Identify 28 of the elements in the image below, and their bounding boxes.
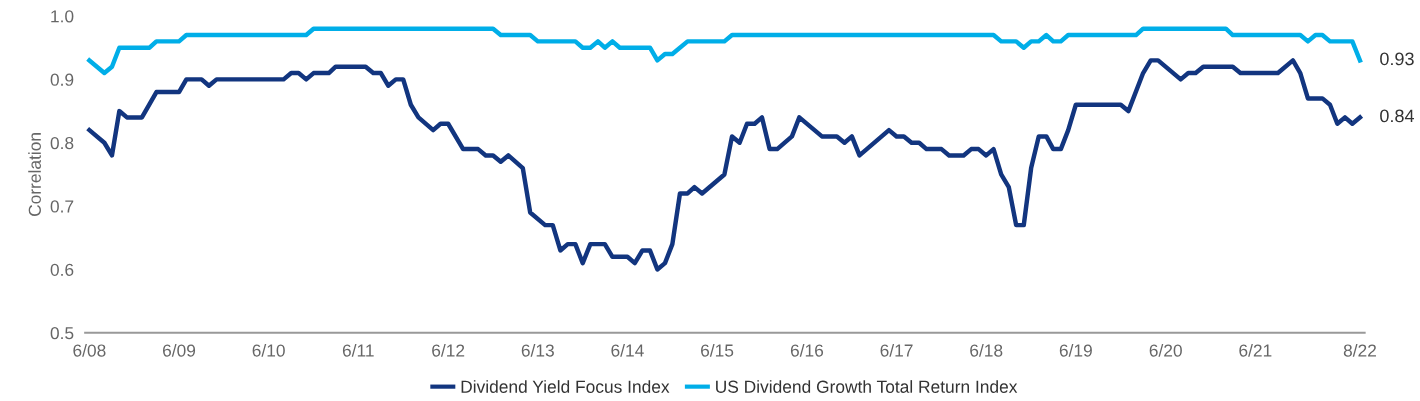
x-tick-label: 6/13 bbox=[521, 343, 554, 357]
x-tick-label: 6/11 bbox=[342, 343, 374, 357]
x-tick-label: 6/09 bbox=[163, 343, 196, 357]
y-tick-label: 0.8 bbox=[50, 136, 74, 150]
legend-label: US Dividend Growth Total Return Index bbox=[716, 380, 1018, 393]
x-tick-label: 6/15 bbox=[701, 343, 734, 357]
x-tick-label: 6/14 bbox=[611, 343, 644, 357]
x-tick-label: 6/12 bbox=[432, 343, 465, 357]
x-tick-label: 6/16 bbox=[790, 343, 824, 357]
x-tick-label: 6/10 bbox=[252, 343, 285, 357]
line-series bbox=[87, 26, 1363, 76]
x-tick-label: 6/08 bbox=[73, 343, 106, 357]
x-tick-label: 6/21 bbox=[1239, 343, 1272, 357]
legend-label: Dividend Yield Focus Index bbox=[461, 380, 670, 393]
annotation: 0.93 bbox=[1380, 52, 1414, 66]
y-tick-label: 0.7 bbox=[50, 200, 74, 213]
x-tick-label: 6/19 bbox=[1059, 343, 1092, 357]
x-tick-label: 6/18 bbox=[970, 343, 1003, 357]
y-tick-label: 1.0 bbox=[51, 10, 74, 23]
x-tick-label: 8/22 bbox=[1343, 343, 1376, 357]
y-tick-label: 0.9 bbox=[50, 73, 74, 86]
y-axis-title: Correlation bbox=[28, 133, 41, 217]
x-tick-label: 6/20 bbox=[1149, 343, 1182, 357]
line-series bbox=[87, 58, 1363, 272]
y-tick-label: 0.6 bbox=[50, 263, 74, 276]
annotation: 0.84 bbox=[1380, 109, 1415, 123]
y-tick-label: 0.5 bbox=[50, 327, 74, 340]
x-tick-label: 6/17 bbox=[880, 343, 913, 357]
